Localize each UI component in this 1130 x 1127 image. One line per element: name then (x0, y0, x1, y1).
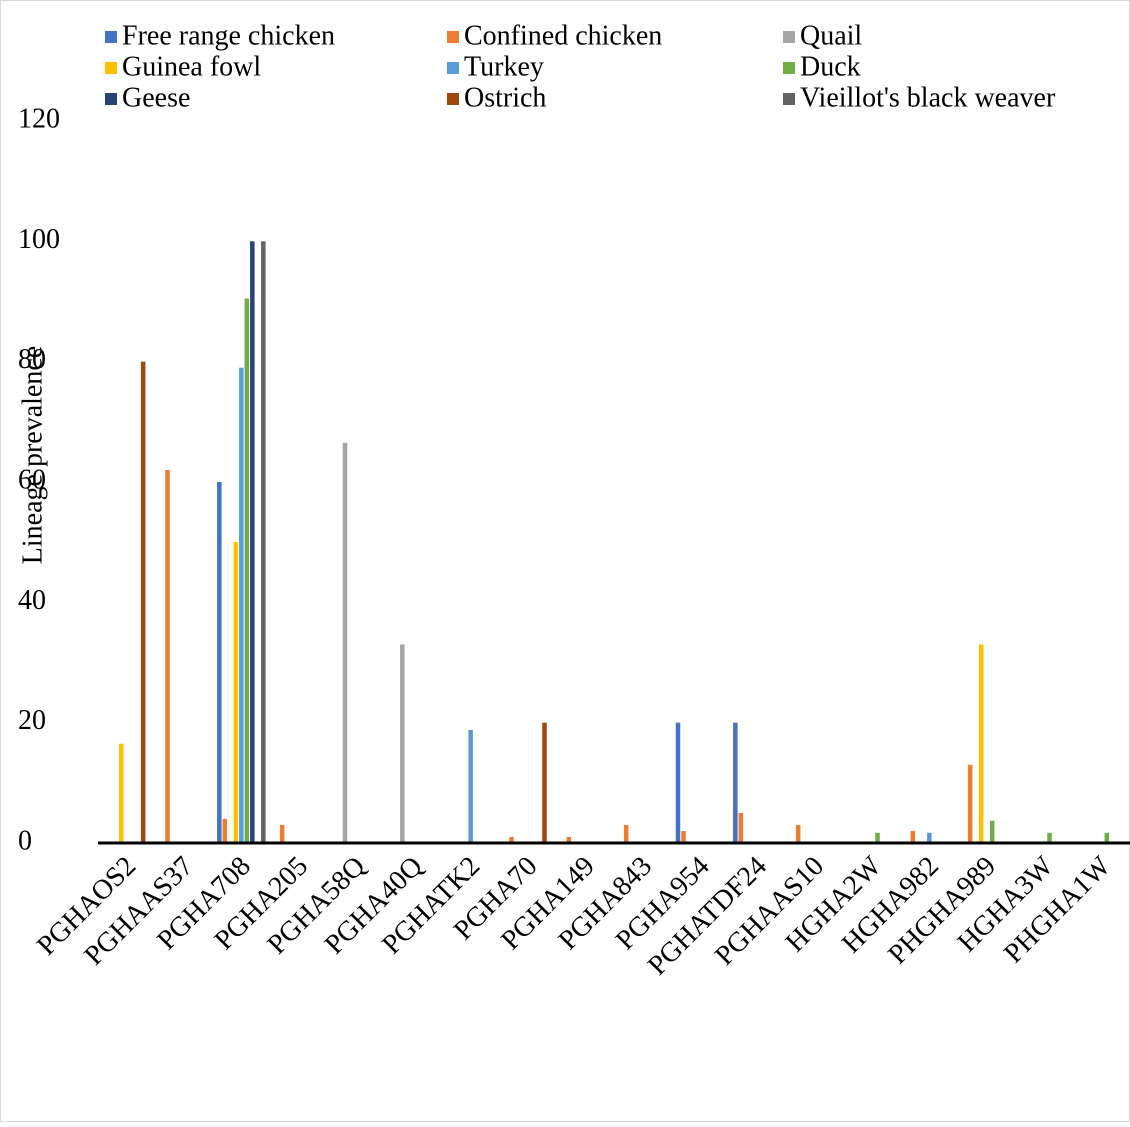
y-tick-label: 0 (18, 825, 32, 856)
legend-swatch (105, 31, 117, 43)
bar (739, 813, 744, 843)
bar (217, 482, 222, 843)
y-tick-label: 80 (18, 344, 46, 375)
y-tick-label: 100 (18, 224, 60, 255)
legend-label: Ostrich (464, 82, 546, 113)
legend-swatch (447, 31, 459, 43)
legend-label: Free range chicken (122, 20, 335, 51)
bar (141, 362, 146, 843)
legend-label: Geese (122, 82, 190, 113)
bar (542, 723, 547, 843)
bar (261, 241, 266, 843)
legend-swatch (783, 31, 795, 43)
legend-label: Guinea fowl (122, 51, 261, 82)
bar (165, 470, 170, 843)
bar (968, 765, 973, 843)
legend-swatch (783, 93, 795, 105)
y-tick-label: 20 (18, 705, 46, 736)
legend-label: Vieillot's black weaver (800, 82, 1056, 113)
bar (979, 644, 984, 843)
bar (1105, 833, 1110, 843)
bar (875, 833, 880, 843)
y-axis-label: Lineage prevalence (17, 346, 48, 564)
bar (223, 819, 228, 843)
bar (239, 368, 244, 843)
bar (250, 241, 255, 843)
bar (343, 443, 348, 843)
chart: Lineage prevalence 0 20 40 60 80 100 120 Free r… (0, 0, 1130, 1122)
bar (624, 825, 629, 843)
y-tick-label: 40 (18, 585, 46, 616)
bar (119, 744, 124, 843)
bar (468, 730, 473, 843)
y-tick-label: 120 (18, 103, 60, 134)
y-tick-label: 60 (18, 464, 46, 495)
bar (245, 298, 250, 843)
bar (234, 542, 239, 843)
legend-label: Turkey (464, 51, 544, 82)
legend-label: Duck (800, 51, 861, 82)
legend-swatch (105, 93, 117, 105)
bar (280, 825, 285, 843)
legend-swatch (783, 62, 795, 74)
legend-label: Confined chicken (464, 20, 662, 51)
bar (796, 825, 801, 843)
legend-swatch (447, 62, 459, 74)
bar (990, 821, 995, 843)
bar (733, 723, 738, 843)
bar (927, 833, 932, 843)
legend-swatch (105, 62, 117, 74)
bar (1047, 833, 1052, 843)
legend-label: Quail (800, 20, 862, 51)
bar (681, 831, 686, 843)
bar (400, 644, 405, 843)
bar (676, 723, 681, 843)
legend-swatch (447, 93, 459, 105)
bar (911, 831, 916, 843)
